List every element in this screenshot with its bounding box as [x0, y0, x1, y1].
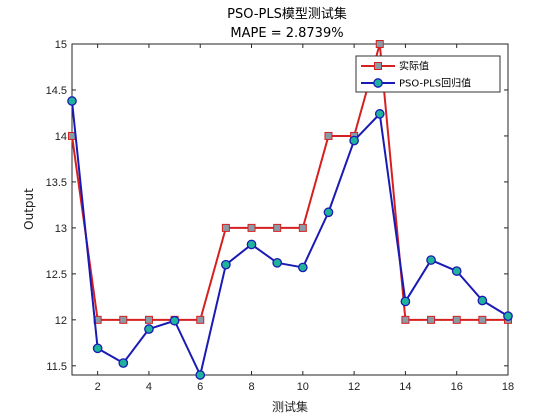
y-axis-label: Output: [22, 188, 36, 230]
y-tick-label-6: 14.5: [46, 85, 67, 97]
series-1-point-2: [118, 358, 129, 368]
plot-area: 2 4 6 8 10 12 14 16 18 11.5 12 12.5 13 13.5 14 14.5 15: [46, 39, 515, 393]
x-tick-label-2: 6: [197, 381, 203, 393]
legend-label-predicted: PSO-PLS回归值: [399, 77, 471, 90]
series-0-point-6: [221, 223, 230, 232]
series-1-point-17: [503, 311, 513, 322]
series-0-point-10: [324, 131, 333, 140]
y-tick-label-4: 13.5: [46, 177, 67, 189]
y-tick-label-2: 12.5: [46, 269, 67, 281]
series-0-point-15: [452, 315, 461, 324]
series-0-point-14: [427, 315, 436, 324]
x-tick-label-1: 4: [146, 381, 152, 393]
series-1-point-6: [221, 259, 231, 270]
series-1-point-5: [195, 370, 206, 380]
series-1-point-16: [477, 295, 488, 306]
axes-frame: [71, 43, 509, 376]
x-tick-label-5: 12: [348, 381, 360, 393]
y-tick-label-0: 11.5: [46, 361, 67, 373]
series-1-point-13: [400, 296, 411, 307]
series-1-point-15: [451, 266, 462, 276]
series-1-point-14: [426, 255, 436, 265]
series-1-point-9: [297, 262, 308, 273]
y-tick-label-3: 13: [55, 223, 67, 235]
series-0-point-3: [144, 315, 153, 324]
series-1-point-1: [92, 343, 103, 354]
series-1-point-8: [272, 257, 283, 268]
legend: 实际值 PSO-PLS回归值: [355, 55, 501, 93]
y-tick-label-7: 15: [55, 39, 67, 51]
legend-marker-actual: [374, 62, 382, 70]
chart-title: PSO-PLS模型测试集: [227, 6, 347, 22]
series-1-point-7: [246, 239, 257, 250]
series-0-point-5: [196, 315, 205, 324]
series-1-point-3: [144, 324, 154, 334]
series-1-point-4: [169, 315, 180, 326]
x-tick-label-6: 14: [399, 381, 411, 393]
series-1-point-12: [374, 109, 385, 119]
x-tick-label-4: 10: [297, 381, 309, 393]
x-axis-label: 测试集: [272, 399, 308, 414]
legend-label-actual: 实际值: [399, 60, 429, 73]
x-tick-label-3: 8: [248, 381, 254, 393]
legend-marker-predicted: [373, 78, 383, 88]
series-0-point-2: [119, 315, 128, 324]
series-0-point-16: [478, 315, 487, 324]
series-1-point-11: [349, 135, 359, 146]
x-tick-label-7: 16: [451, 381, 463, 393]
x-tick-label-8: 18: [502, 381, 514, 393]
series-1-point-0: [67, 96, 77, 106]
series-0-point-8: [273, 223, 282, 232]
series-0-point-13: [401, 315, 410, 324]
series-1-point-10: [323, 207, 334, 218]
series-0-point-12: [375, 40, 384, 48]
series-0-point-9: [298, 223, 307, 232]
series-line-0: [71, 43, 508, 321]
y-tick-label-1: 12: [55, 315, 67, 327]
chart-subtitle: MAPE = 2.8739%: [230, 26, 343, 41]
x-tick-label-0: 2: [95, 381, 101, 393]
y-tick-label-5: 14: [55, 131, 67, 143]
series-0-point-7: [247, 223, 256, 232]
